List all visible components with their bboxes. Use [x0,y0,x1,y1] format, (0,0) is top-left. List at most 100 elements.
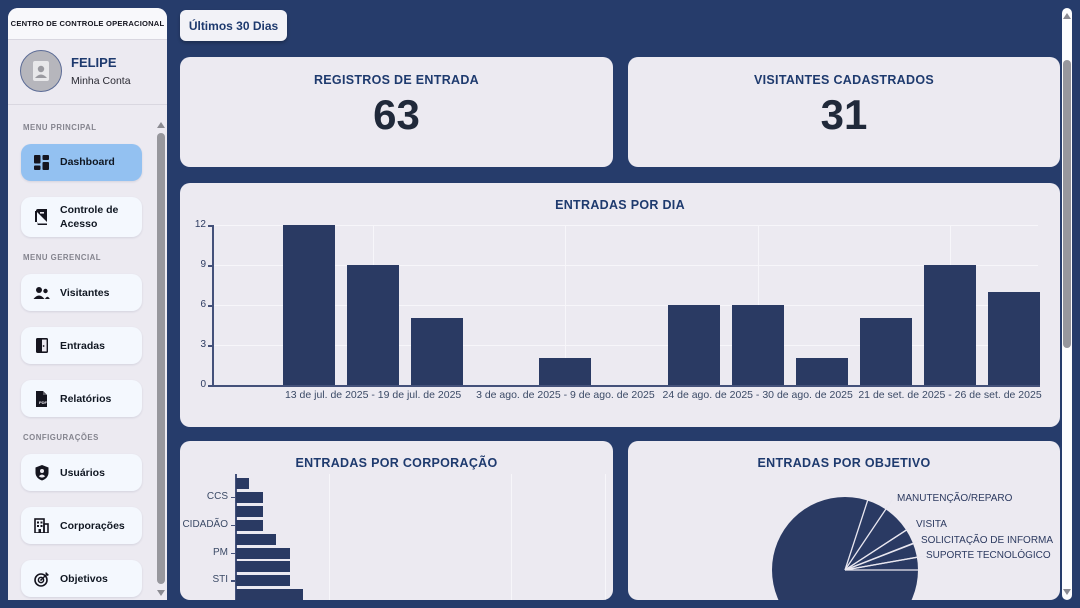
stat-title: REGISTROS DE ENTRADA [313,73,480,87]
bar-entradas-corporacao [236,491,263,503]
pie-label-solicitacao-de-informa: SOLICITAÇÃO DE INFORMA [921,535,1054,546]
grid-line [329,474,330,600]
bar-entradas-dia [859,318,912,385]
y-tick-label: 6 [200,299,206,310]
scroll-up-icon[interactable] [157,122,165,128]
pie-label-manutencao-reparo: MANUTENÇÃO/REPARO [897,493,1013,504]
y-axis [235,474,237,600]
grid-line [511,474,512,600]
y-tick-mark [231,580,235,582]
y-category-label: STI [212,574,228,586]
bar-entradas-dia [667,305,720,385]
sidebar-item-relatorios[interactable]: PDF Relatórios [21,380,142,418]
sidebar-item-dashboard[interactable]: Dashboard [21,144,142,181]
stat-card-registros-entrada: REGISTROS DE ENTRADA 63 [180,57,613,167]
y-tick-mark [231,496,235,499]
pdf-file-icon: PDF [33,390,50,407]
x-tick-label: 3 de ago. de 2025 - 9 de ago. de 2025 [476,389,655,401]
door-icon [33,337,50,354]
bar-entradas-dia [924,265,976,385]
scroll-down-icon[interactable] [157,590,165,596]
scroll-down-icon[interactable] [1063,589,1071,595]
x-axis [212,385,1040,387]
grid-line [565,225,567,385]
sidebar-scrollbar[interactable] [156,120,166,598]
stat-card-visitantes-cadastrados: VISITANTES CADASTRADOS 31 [628,57,1060,167]
person-badge-icon [33,61,49,81]
chart-entradas-por-objetivo: ENTRADAS POR OBJETIVO MANUTENÇÃO/REPARO … [628,441,1060,600]
bar-entradas-corporacao [236,478,250,489]
bar-entradas-corporacao [236,505,263,517]
bar-entradas-corporacao [236,519,263,531]
chart-title: ENTRADAS POR DIA [555,198,685,212]
bar-entradas-corporacao [236,533,277,545]
grid-line [214,345,1038,346]
bar-entradas-dia [347,265,400,385]
sidebar-item-usuarios[interactable]: Usuários [21,454,142,492]
chart-title: ENTRADAS POR CORPORAÇÃO [295,456,498,470]
stat-value: 63 [373,91,420,138]
target-icon [33,570,50,587]
user-name: FELIPE [71,55,117,70]
bar-entradas-dia [988,291,1041,385]
avatar [20,50,62,92]
page-scrollbar-thumb[interactable] [1063,60,1071,348]
x-tick-label: 24 de ago. de 2025 - 30 de ago. de 2025 [662,389,853,401]
pie-label-visita: VISITA [916,519,947,530]
bar-entradas-corporacao [236,547,290,559]
section-menu-principal: MENU PRINCIPAL [23,123,97,132]
pie-label-suporte-tecnologico: SUPORTE TECNOLÓGICO [926,550,1051,561]
bar-entradas-dia [795,358,848,385]
sidebar-scrollbar-thumb[interactable] [157,133,165,584]
y-tick-mark [208,225,212,227]
y-tick-label: 3 [200,339,206,350]
bar-entradas-corporacao [236,589,303,600]
y-tick-label: 0 [200,379,206,390]
sidebar: CENTRO DE CONTROLE OPERACIONAL FELIPE Mi… [8,8,167,600]
section-menu-gerencial: MENU GERENCIAL [23,253,102,263]
y-tick-label: 9 [200,259,206,270]
x-tick-label: 13 de jul. de 2025 - 19 de jul. de 2025 [284,389,462,401]
y-tick-mark [208,385,212,387]
bar-entradas-corporacao [236,561,290,573]
people-icon [33,284,50,301]
svg-text:PDF: PDF [39,400,48,405]
pie-slice[interactable] [772,497,918,600]
grid-line [605,474,606,600]
sidebar-menu: MENU PRINCIPAL Dashboard Controle de Ace… [8,105,167,598]
stat-value: 31 [820,91,868,138]
grid-line [214,305,1038,306]
page-scrollbar[interactable] [1062,8,1072,600]
bar-entradas-dia [411,318,464,385]
y-tick-label: 12 [194,219,206,230]
dashboard-icon [33,154,50,171]
book-icon [33,209,50,226]
bar-entradas-corporacao [236,575,290,587]
bar-entradas-dia [539,358,592,385]
stat-title: VISITANTES CADASTRADOS [754,73,934,87]
x-tick-label: 21 de set. de 2025 - 26 de set. de 2025 [858,389,1042,401]
user-profile[interactable]: FELIPE Minha Conta [8,40,167,105]
grid-line [214,265,1038,266]
user-subtitle[interactable]: Minha Conta [71,75,131,87]
shield-user-icon [33,464,50,481]
sidebar-item-controle-de-acesso[interactable]: Controle de Acesso [21,197,142,238]
period-filter-button[interactable]: Últimos 30 Dias [180,10,287,41]
y-tick-mark [208,345,212,347]
chart-title: ENTRADAS POR OBJETIVO [757,456,931,470]
sidebar-item-visitantes[interactable]: Visitantes [21,274,142,312]
section-configuracoes: CONFIGURAÇÕES [23,433,99,443]
scroll-up-icon[interactable] [1063,13,1071,19]
chart-entradas-por-corporacao: ENTRADAS POR CORPORAÇÃO CCS CIDADÃO PM STI [180,441,613,600]
building-icon [33,517,50,534]
y-axis [212,225,214,386]
y-category-label: CCS [206,490,228,502]
sidebar-item-entradas[interactable]: Entradas [21,327,142,365]
sidebar-item-corporacoes[interactable]: Corporações [21,507,142,545]
y-tick-mark [231,524,235,527]
y-tick-mark [208,265,212,267]
chart-entradas-por-dia: ENTRADAS POR DIA 0 3 6 9 12 13 de jul. de 202… [180,183,1060,427]
bar-entradas-dia [283,225,335,385]
bar-entradas-dia [731,305,784,385]
sidebar-item-objetivos[interactable]: Objetivos [21,560,142,598]
